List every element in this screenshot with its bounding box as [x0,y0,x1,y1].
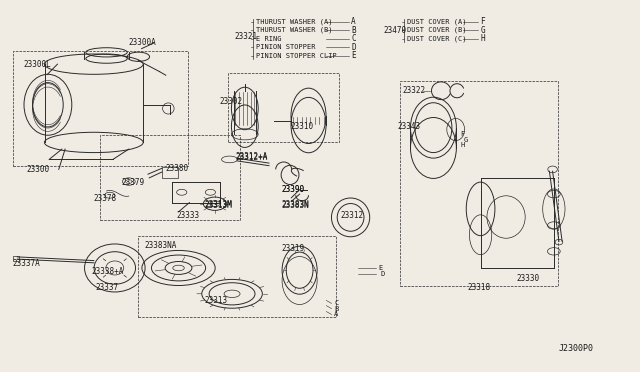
Text: F: F [481,17,485,26]
Text: 23310: 23310 [290,122,313,131]
Text: 23378: 23378 [94,195,117,203]
Text: 23313M: 23313M [204,201,232,210]
Text: H: H [460,142,465,148]
Text: D: D [381,271,385,277]
Text: G: G [463,137,468,143]
Text: 23383NA: 23383NA [145,241,177,250]
Text: H: H [481,34,485,43]
Text: 23319: 23319 [282,244,305,253]
Text: C: C [334,301,339,307]
Text: 23312+A: 23312+A [236,152,268,161]
Text: 23313: 23313 [204,296,227,305]
Text: 23379: 23379 [121,178,144,187]
Text: DUST COVER (C): DUST COVER (C) [406,35,466,42]
Text: C: C [351,34,356,43]
Text: 23343: 23343 [397,122,421,131]
Text: 23338+A: 23338+A [92,267,124,276]
Text: G: G [481,26,485,35]
Text: 23300L: 23300L [24,60,51,69]
Text: PINION STOPPER CLIP: PINION STOPPER CLIP [255,53,337,59]
Text: THURUST WASHER (A): THURUST WASHER (A) [255,19,332,25]
Text: DUST COVER (A): DUST COVER (A) [406,19,466,25]
Text: 23321: 23321 [234,32,257,41]
Text: 23312+A: 23312+A [236,153,268,162]
Text: E: E [379,265,383,271]
Text: A: A [351,17,356,26]
Text: THURUST WASHER (B): THURUST WASHER (B) [255,27,332,33]
Text: 23322: 23322 [403,86,426,95]
Text: DUST COVER (B): DUST COVER (B) [406,27,466,33]
Text: 23383N: 23383N [282,200,310,209]
Text: 23300A: 23300A [129,38,157,47]
Text: A: A [334,311,339,317]
Text: 23300: 23300 [27,165,50,174]
Text: 23333: 23333 [177,211,200,220]
Text: E RING: E RING [255,36,281,42]
Text: 23470: 23470 [384,26,407,35]
Text: 23390: 23390 [282,185,305,194]
Text: J2300P0: J2300P0 [559,344,594,353]
Text: 23302: 23302 [220,97,243,106]
Text: PINION STOPPER: PINION STOPPER [255,44,315,50]
Text: B: B [334,305,339,312]
Text: 23380: 23380 [166,164,189,173]
Text: 23313M: 23313M [204,200,232,209]
Text: 23318: 23318 [468,283,491,292]
Text: 23390: 23390 [282,185,305,194]
Text: D: D [351,43,356,52]
Text: F: F [460,131,465,137]
Text: 23330: 23330 [516,274,540,283]
Text: 23383N: 23383N [282,201,310,210]
Text: B: B [351,26,356,35]
Text: 23312: 23312 [340,211,364,220]
Text: 23337: 23337 [96,283,119,292]
Text: E: E [351,51,356,60]
Text: 23337A: 23337A [13,259,40,268]
